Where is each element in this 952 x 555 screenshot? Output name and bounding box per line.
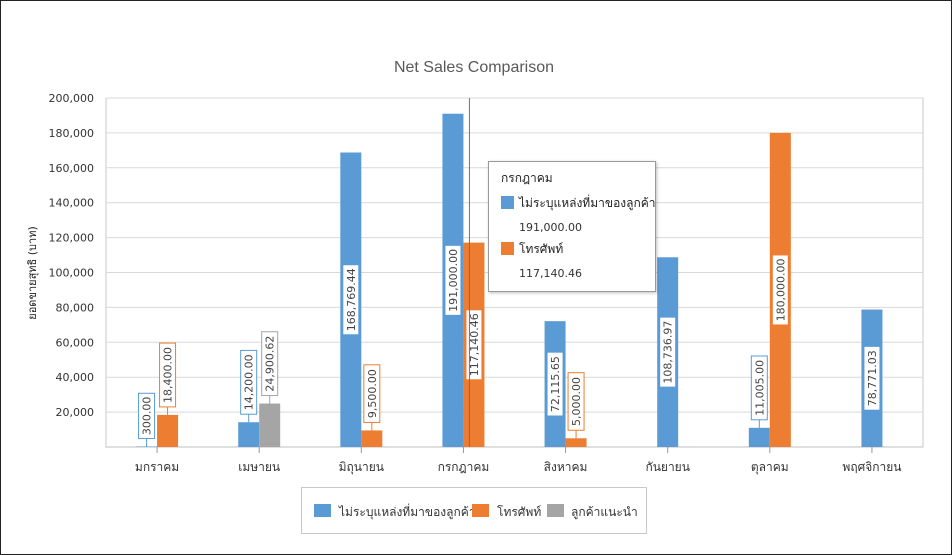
data-label: 11,005.00 xyxy=(750,355,768,421)
y-tick-label: 120,000 xyxy=(49,232,95,245)
svg-text:180,000.00: 180,000.00 xyxy=(774,258,787,321)
x-tick-label: สิงหาคม xyxy=(544,460,588,474)
y-tick-label: 40,000 xyxy=(56,371,95,384)
chart-legend: ไม่ระบุแหล่งที่มาของลูกค้า โทรศัพท์ ลูกค… xyxy=(301,487,647,534)
bar[interactable] xyxy=(238,422,260,447)
data-label: 300.00 xyxy=(138,392,156,439)
y-tick-label: 100,000 xyxy=(49,267,95,280)
tooltip-series-2: โทรศัพท์ xyxy=(519,242,564,256)
y-tick-label: 20,000 xyxy=(56,406,95,419)
svg-text:117,140.46: 117,140.46 xyxy=(468,313,481,376)
bar[interactable] xyxy=(361,430,383,447)
tooltip-swatch-1 xyxy=(501,196,514,209)
y-tick-label: 80,000 xyxy=(56,301,95,314)
data-label: 18,400.00 xyxy=(159,342,177,408)
data-label: 9,500.00 xyxy=(363,364,381,423)
svg-text:11,005.00: 11,005.00 xyxy=(753,360,766,416)
svg-text:78,771.03: 78,771.03 xyxy=(866,350,879,406)
x-tick-label: พฤศจิกายน xyxy=(842,460,901,474)
svg-text:24,900.62: 24,900.62 xyxy=(264,336,277,392)
bar[interactable] xyxy=(259,403,281,447)
tooltip-series-1: ไม่ระบุแหล่งที่มาของลูกค้า xyxy=(519,196,656,210)
legend-swatch-1[interactable] xyxy=(314,504,331,517)
tooltip-title: กรกฎาคม xyxy=(501,171,553,185)
data-label: 5,000.00 xyxy=(567,372,585,431)
x-tick-label: กรกฎาคม xyxy=(438,460,490,474)
x-tick-label: ตุลาคม xyxy=(751,460,789,475)
data-label: 78,771.03 xyxy=(863,345,881,411)
x-tick-label: มิถุนายน xyxy=(339,460,384,475)
chart-tooltip: กรกฎาคม ไม่ระบุแหล่งที่มาของลูกค้า 191,0… xyxy=(488,161,656,292)
x-tick-label: เมษายน xyxy=(238,460,280,474)
bar[interactable] xyxy=(565,438,587,447)
x-tick-label: กันยายน xyxy=(645,460,689,474)
y-axis-label: ยอดขายสุทธิ (บาท) xyxy=(26,226,39,320)
data-label: 168,769.44 xyxy=(342,264,360,336)
data-label: 72,115.65 xyxy=(546,351,564,417)
legend-item-2[interactable]: โทรศัพท์ xyxy=(497,505,542,519)
tooltip-value-1: 191,000.00 xyxy=(519,221,582,234)
bar[interactable] xyxy=(157,414,179,447)
data-label: 14,200.00 xyxy=(240,349,258,415)
data-label: 180,000.00 xyxy=(771,254,789,326)
legend-swatch-3[interactable] xyxy=(547,504,564,517)
svg-text:14,200.00: 14,200.00 xyxy=(243,354,256,410)
bar[interactable] xyxy=(748,427,770,447)
svg-text:191,000.00: 191,000.00 xyxy=(447,249,460,312)
data-label: 24,900.62 xyxy=(261,331,279,397)
legend-item-3[interactable]: ลูกค้าแนะนำ xyxy=(571,505,638,519)
x-axis-ticks: มกราคม เมษายน มิถุนายน กรกฎาคม สิงหาคม กันยาย… xyxy=(135,447,901,475)
chart-title: Net Sales Comparison xyxy=(394,59,554,76)
y-tick-label: 160,000 xyxy=(49,162,95,175)
data-label: 108,736.97 xyxy=(659,316,677,388)
x-tick-label: มกราคม xyxy=(135,460,179,474)
svg-text:5,000.00: 5,000.00 xyxy=(570,377,583,426)
data-label: 117,140.46 xyxy=(465,309,483,381)
y-tick-label: 60,000 xyxy=(56,336,95,349)
svg-text:108,736.97: 108,736.97 xyxy=(662,321,675,384)
data-labels: 300.00 18,400.00 14,200.00 24,900.62 168,769… xyxy=(138,244,881,447)
tooltip-value-2: 117,140.46 xyxy=(519,267,582,280)
svg-text:300.00: 300.00 xyxy=(141,397,154,436)
svg-text:72,115.65: 72,115.65 xyxy=(549,356,562,412)
svg-text:168,769.44: 168,769.44 xyxy=(345,268,358,331)
y-axis-ticks: 20,000 40,000 60,000 80,000 100,000 120,000 14… xyxy=(49,92,95,419)
data-label: 191,000.00 xyxy=(444,244,462,316)
svg-text:18,400.00: 18,400.00 xyxy=(162,347,175,403)
y-tick-label: 140,000 xyxy=(49,197,95,210)
y-tick-label: 180,000 xyxy=(49,127,95,140)
y-tick-label: 200,000 xyxy=(49,92,95,105)
legend-item-1[interactable]: ไม่ระบุแหล่งที่มาของลูกค้า xyxy=(339,505,476,519)
legend-swatch-2[interactable] xyxy=(472,504,489,517)
tooltip-swatch-2 xyxy=(501,242,514,255)
bar[interactable] xyxy=(136,446,158,447)
svg-text:9,500.00: 9,500.00 xyxy=(366,369,379,418)
